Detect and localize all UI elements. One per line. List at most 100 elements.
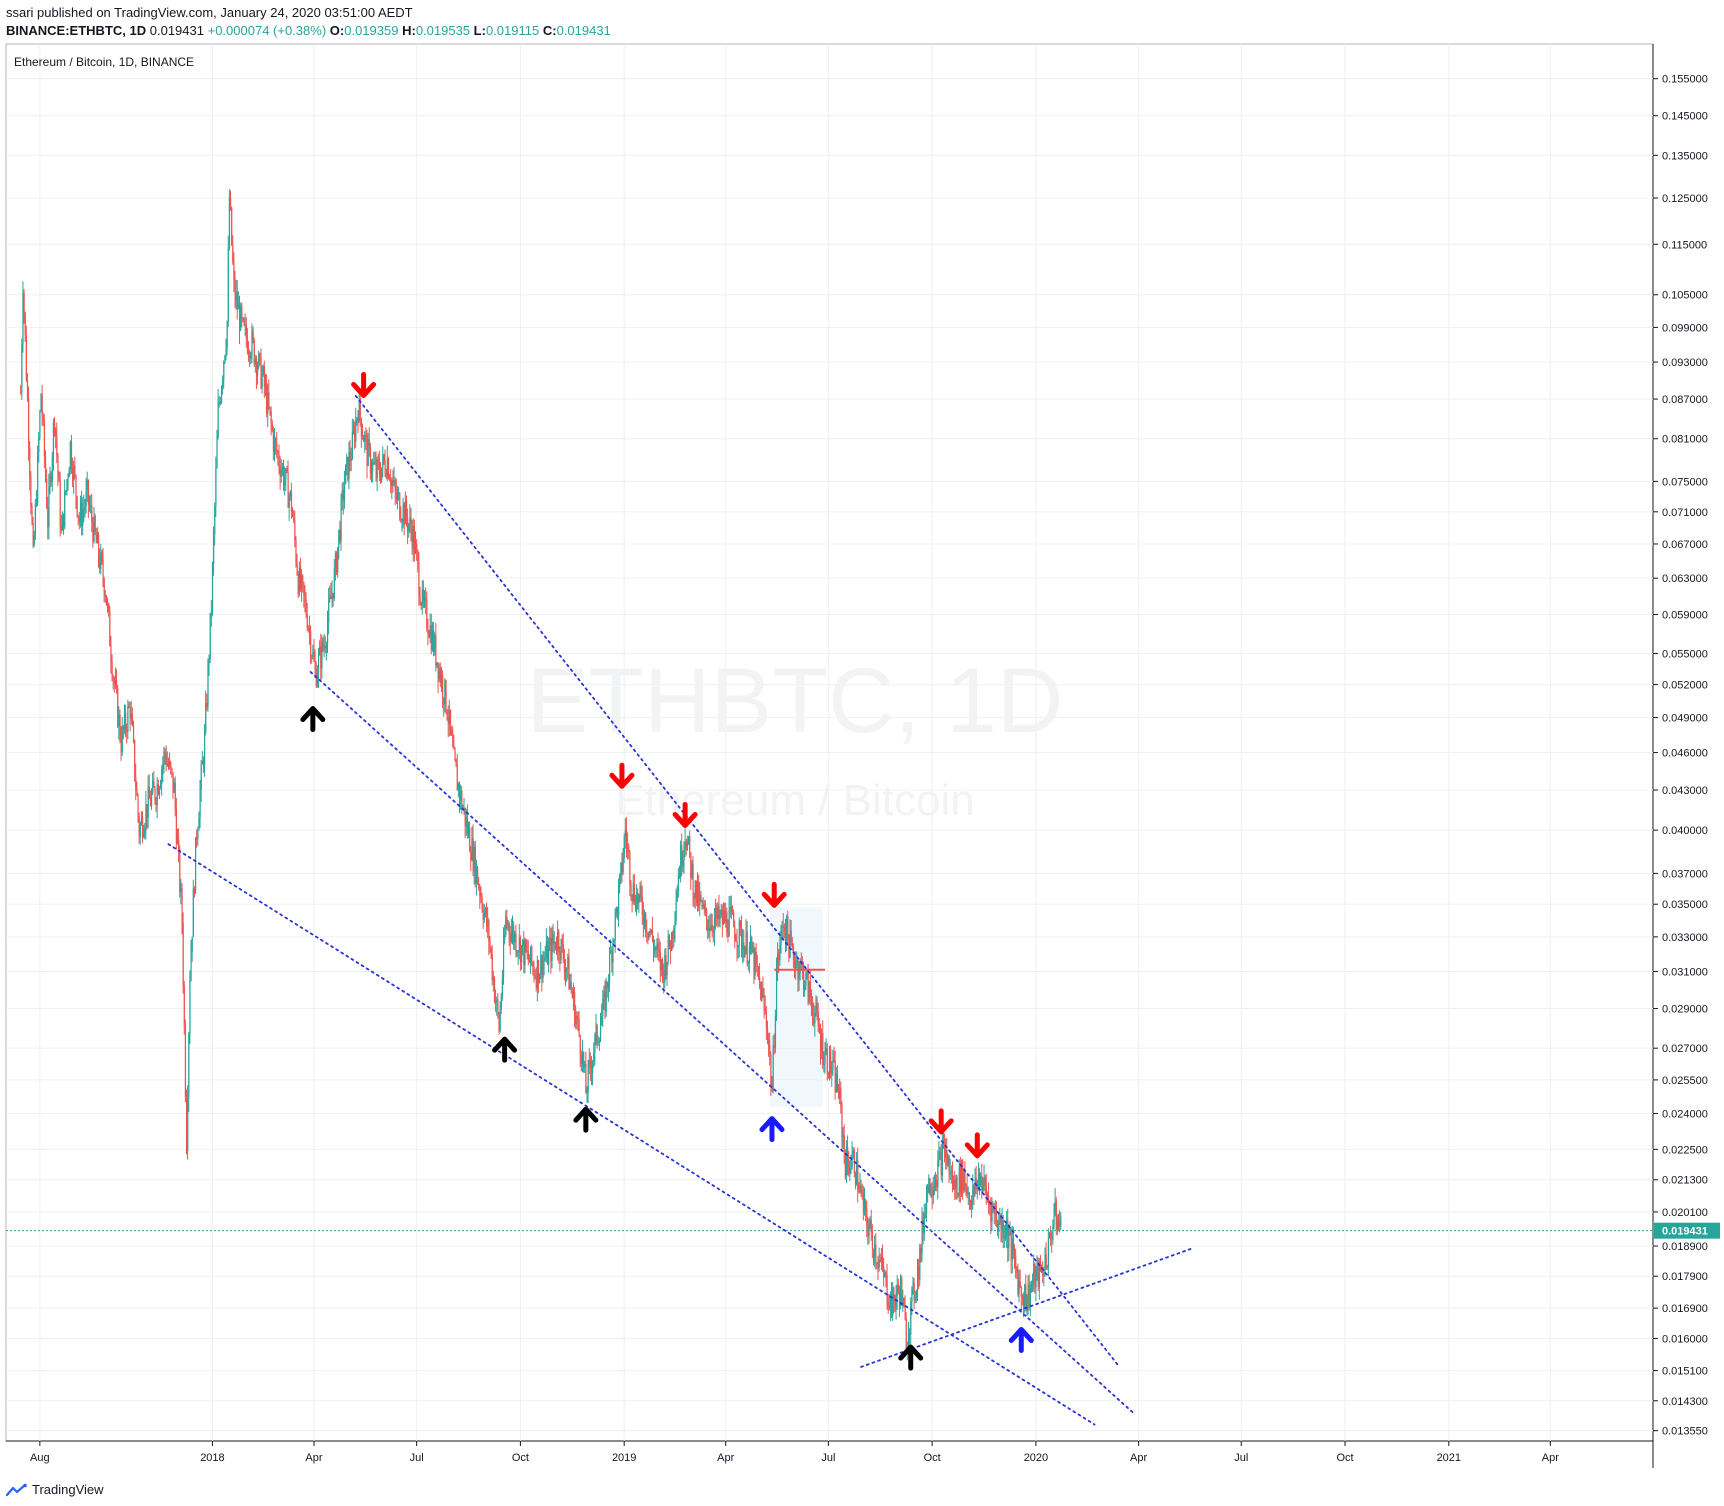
candle-body <box>496 999 498 1002</box>
candle-body <box>1002 1219 1004 1239</box>
candle-body <box>218 402 220 404</box>
candle-body <box>101 552 103 560</box>
candle-body <box>1023 1297 1025 1309</box>
candle-body <box>606 981 608 988</box>
grid-lines <box>6 44 1653 1441</box>
y-tick-label: 0.043000 <box>1662 785 1708 797</box>
candle-body <box>959 1166 962 1193</box>
candle-body <box>22 293 24 345</box>
candle-body <box>329 596 331 600</box>
candle-body <box>266 384 268 414</box>
candle-body <box>753 948 755 976</box>
arrow-down-red-icon <box>928 1108 954 1135</box>
y-tick-label: 0.024000 <box>1662 1109 1708 1121</box>
candle-body <box>255 358 258 376</box>
y-tick-label: 0.059000 <box>1662 610 1708 622</box>
candle-body <box>972 1185 974 1200</box>
candle-body <box>507 923 509 925</box>
candle-body <box>512 926 514 933</box>
candle-body <box>653 940 655 951</box>
price-axis[interactable]: 0.155000 0.145000 0.135000 0.125000 0.115000… <box>1653 74 1708 1438</box>
x-tick-label: Jul <box>1234 1452 1248 1464</box>
candle-body <box>420 603 422 606</box>
candle-body <box>1034 1263 1036 1288</box>
candle-body <box>965 1186 967 1188</box>
time-axis[interactable]: Aug 2018 Apr Jul Oct 2019 Apr Jul Oct 2020 Apr Jul O… <box>30 1441 1559 1464</box>
candle-body <box>678 875 681 878</box>
candle-body <box>953 1180 955 1190</box>
candle-body <box>798 972 800 980</box>
candle-body <box>534 975 536 977</box>
candle-body <box>58 474 60 482</box>
candle-body <box>122 726 125 730</box>
y-tick-label: 0.115000 <box>1662 239 1707 251</box>
candle-body <box>1051 1237 1053 1240</box>
candle-body <box>306 614 308 628</box>
y-tick-label: 0.067000 <box>1662 539 1708 551</box>
candle-body <box>55 428 57 435</box>
candle-body <box>609 952 611 983</box>
candle-body <box>92 522 94 542</box>
candle-body <box>201 760 203 765</box>
candle-body <box>999 1214 1001 1222</box>
candle-body <box>244 324 246 326</box>
candle-body <box>103 579 105 596</box>
candle-body <box>640 886 642 897</box>
candle-body <box>779 945 781 961</box>
candle-body <box>241 306 243 319</box>
candle-body <box>790 930 792 943</box>
candle-body <box>599 1025 602 1041</box>
candle-body <box>356 418 358 420</box>
candle-body <box>909 1333 911 1335</box>
candle-body <box>60 526 62 531</box>
candle-body <box>135 776 137 789</box>
candle-body <box>738 920 740 946</box>
candle-body <box>268 392 270 408</box>
candle-body <box>1010 1231 1012 1260</box>
candle-body <box>866 1208 868 1225</box>
candle-body <box>275 438 277 443</box>
candle-body <box>902 1298 904 1306</box>
candle-body <box>277 452 279 455</box>
candle-body <box>61 513 64 531</box>
y-tick-label: 0.025500 <box>1662 1075 1708 1087</box>
candle-body <box>605 981 607 1013</box>
candle-body <box>702 904 704 908</box>
candle-body <box>628 846 630 853</box>
candle-body <box>1054 1201 1056 1215</box>
candle-body <box>425 597 427 601</box>
candle-body <box>785 931 787 944</box>
candle-body <box>482 909 484 920</box>
y-tick-label: 0.052000 <box>1662 680 1708 692</box>
candle-body <box>642 915 645 926</box>
candle-body <box>620 862 622 876</box>
candle-body <box>861 1190 863 1193</box>
candle-body <box>971 1199 973 1210</box>
candle-body <box>427 628 429 635</box>
arrow-down-red-icon <box>964 1132 990 1159</box>
candle-body <box>59 481 61 527</box>
candle-body <box>227 248 229 322</box>
candle-body <box>166 763 169 766</box>
candle-body <box>898 1292 901 1306</box>
candle-body <box>254 358 257 365</box>
candle-body <box>603 992 605 999</box>
candle-body <box>950 1171 953 1173</box>
candle-body <box>1052 1225 1054 1240</box>
candle-body <box>143 833 145 837</box>
candle-body <box>438 668 440 680</box>
candle-body <box>724 910 726 923</box>
trend-lines[interactable] <box>167 394 1192 1426</box>
candle-body <box>358 398 360 422</box>
candle-body <box>387 458 390 479</box>
candle-body <box>852 1150 854 1155</box>
candle-body <box>404 500 407 525</box>
candle-body <box>468 827 470 834</box>
arrow-up-black-icon-shape <box>898 1344 924 1371</box>
candle-body <box>243 319 245 325</box>
candle-body <box>659 951 661 971</box>
y-tick-label: 0.099000 <box>1662 322 1708 334</box>
candle-body <box>202 760 205 766</box>
footer-brand[interactable]: TradingView <box>6 1482 104 1497</box>
